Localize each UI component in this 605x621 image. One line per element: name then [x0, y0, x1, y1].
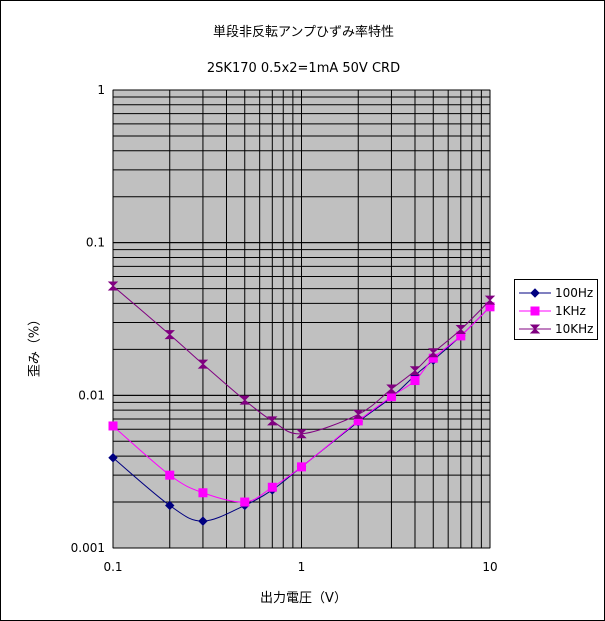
data-point	[296, 429, 307, 439]
series-1khz	[108, 302, 495, 507]
legend-marker	[530, 306, 540, 316]
y-tick-label: 1	[97, 83, 105, 97]
y-tick-label: 0.01	[78, 388, 105, 402]
data-point	[198, 488, 208, 498]
data-point	[267, 416, 278, 426]
chart-subtitle: 2SK170 0.5x2=1mA 50V CRD	[206, 61, 401, 76]
x-tick-label: 10	[482, 560, 497, 574]
data-point	[108, 421, 118, 431]
legend-symbol	[519, 324, 551, 334]
legend-label: 10KHz	[555, 322, 594, 336]
data-point	[239, 395, 250, 405]
data-point	[107, 281, 119, 291]
data-point	[165, 500, 175, 511]
series-layer	[107, 281, 496, 526]
legend-label: 100Hz	[555, 286, 594, 300]
data-point	[297, 462, 306, 472]
data-point	[409, 366, 421, 376]
data-point	[267, 482, 277, 492]
data-point	[197, 359, 209, 369]
data-point	[484, 295, 496, 305]
legend-symbol	[519, 306, 551, 316]
legend-label: 1KHz	[555, 304, 586, 318]
x-tick-label: 0.1	[103, 560, 122, 574]
grid-lines	[112, 89, 491, 549]
data-point	[428, 348, 439, 358]
legend-symbol	[519, 288, 551, 298]
data-point	[455, 324, 467, 334]
data-point	[164, 330, 175, 340]
data-point	[240, 497, 250, 507]
y-tick-label: 0.001	[71, 541, 105, 555]
data-point	[108, 453, 118, 463]
data-point	[353, 409, 364, 419]
legend-item: 10KHz	[517, 320, 597, 338]
legend: 100Hz 1KHz 10KHz	[514, 279, 598, 340]
legend-marker	[530, 288, 540, 298]
legend-item: 1KHz	[517, 302, 597, 320]
tick-labels: 0.001 0.01 0.1 1 0.1 1 10	[71, 83, 498, 574]
chart-title: 単段非反転アンプひずみ率特性	[212, 25, 395, 40]
data-point	[386, 392, 396, 402]
data-point	[198, 516, 208, 526]
x-axis-label: 出力電圧（V）	[260, 591, 347, 606]
y-axis-label: 歪み（%）	[27, 312, 43, 378]
y-tick-label: 0.1	[86, 236, 105, 250]
legend-marker	[529, 324, 541, 334]
data-point	[165, 470, 175, 480]
legend-item: 100Hz	[517, 284, 597, 302]
data-point	[410, 376, 420, 386]
data-point	[386, 384, 397, 394]
series-10khz	[107, 281, 496, 439]
x-tick-label: 1	[298, 560, 306, 574]
